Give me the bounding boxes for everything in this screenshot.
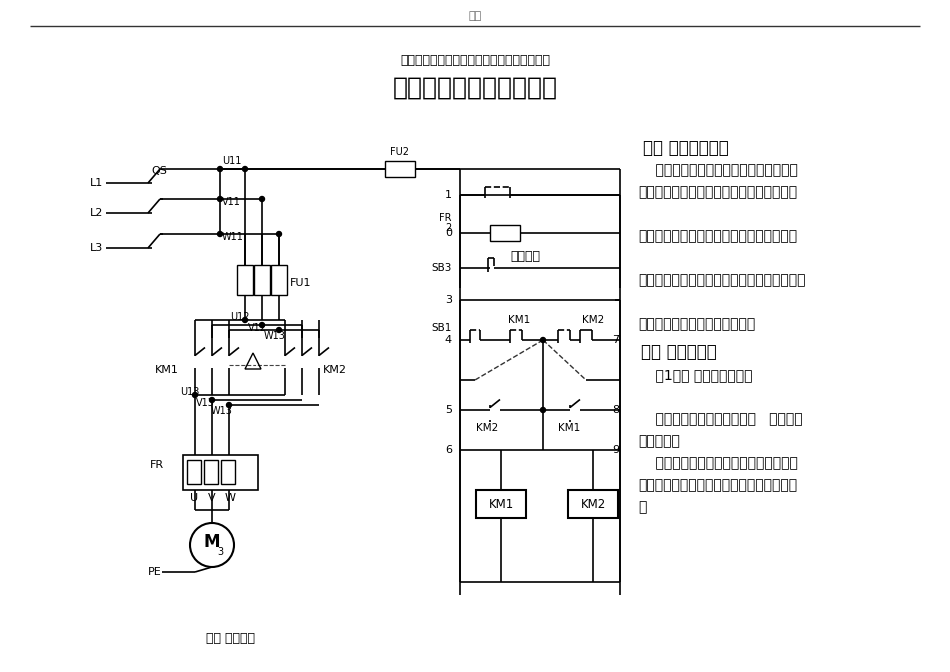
Bar bbox=[183, 455, 258, 490]
Text: 3: 3 bbox=[217, 547, 223, 557]
Text: QS: QS bbox=[151, 166, 167, 176]
Bar bbox=[204, 460, 218, 484]
Text: 起重机的上升与下掌握等场所。: 起重机的上升与下掌握等场所。 bbox=[638, 317, 755, 331]
Text: KM1: KM1 bbox=[488, 497, 514, 511]
Text: W11: W11 bbox=[222, 232, 244, 242]
Circle shape bbox=[276, 327, 281, 333]
Bar bbox=[271, 265, 287, 295]
Text: 专业 学问共享: 专业 学问共享 bbox=[205, 632, 255, 644]
Text: 1: 1 bbox=[445, 190, 452, 200]
Circle shape bbox=[226, 403, 232, 407]
Text: KM2: KM2 bbox=[323, 365, 347, 375]
Text: 7: 7 bbox=[612, 335, 619, 345]
Text: 3: 3 bbox=[445, 295, 452, 305]
Circle shape bbox=[242, 167, 248, 171]
Text: 0: 0 bbox=[445, 228, 452, 238]
Text: KM2: KM2 bbox=[582, 315, 604, 325]
Circle shape bbox=[541, 337, 545, 343]
Text: KM2: KM2 bbox=[580, 497, 606, 511]
Text: 双重联锁〔按钮、接触器〕正反转掌握电原图: 双重联锁〔按钮、接触器〕正反转掌握电原图 bbox=[400, 54, 550, 67]
Text: KM2: KM2 bbox=[476, 423, 498, 433]
Text: U11: U11 bbox=[222, 156, 241, 166]
Circle shape bbox=[218, 196, 222, 202]
Text: 电机双重联锁正反转掌握: 电机双重联锁正反转掌握 bbox=[392, 76, 558, 100]
Text: 是: 是 bbox=[638, 500, 646, 514]
Text: 6: 6 bbox=[445, 445, 452, 455]
Bar bbox=[221, 460, 235, 484]
Text: KM1: KM1 bbox=[508, 315, 530, 325]
Text: 实现联锁？: 实现联锁？ bbox=[638, 434, 680, 448]
Text: 紧急停顿: 紧急停顿 bbox=[510, 249, 540, 263]
Text: M: M bbox=[203, 533, 220, 551]
Text: FR: FR bbox=[150, 460, 164, 470]
Circle shape bbox=[259, 196, 264, 202]
Text: 〔1〕、 掌握功能分析：: 〔1〕、 掌握功能分析： bbox=[638, 368, 752, 382]
Bar bbox=[476, 490, 526, 518]
Text: W: W bbox=[225, 493, 236, 503]
Bar bbox=[385, 161, 415, 177]
Circle shape bbox=[276, 231, 281, 237]
Circle shape bbox=[242, 317, 248, 323]
Text: SB3: SB3 bbox=[431, 263, 452, 273]
Text: PE: PE bbox=[148, 567, 162, 577]
Bar bbox=[237, 265, 253, 295]
Text: 正反转掌握运用生产机械要求运动部件: 正反转掌握运用生产机械要求运动部件 bbox=[638, 163, 798, 177]
Text: V: V bbox=[208, 493, 216, 503]
Text: 8: 8 bbox=[612, 405, 619, 415]
Text: V11: V11 bbox=[222, 197, 241, 207]
Text: L3: L3 bbox=[90, 243, 104, 253]
Text: V13: V13 bbox=[196, 398, 215, 408]
Text: 9: 9 bbox=[612, 445, 619, 455]
Circle shape bbox=[218, 231, 222, 237]
Text: 2: 2 bbox=[446, 223, 452, 233]
Circle shape bbox=[259, 323, 264, 327]
Text: FU2: FU2 bbox=[390, 147, 409, 157]
Text: 台电机的前进与后退掌握；万能铣床主轴的: 台电机的前进与后退掌握；万能铣床主轴的 bbox=[638, 229, 797, 243]
Text: L1: L1 bbox=[90, 178, 104, 188]
Text: 4: 4 bbox=[445, 335, 452, 345]
Text: U12: U12 bbox=[230, 312, 250, 322]
Text: V12: V12 bbox=[248, 323, 267, 333]
Circle shape bbox=[190, 523, 234, 567]
Text: U: U bbox=[190, 493, 199, 503]
Text: L2: L2 bbox=[90, 208, 104, 218]
Text: FR: FR bbox=[440, 213, 452, 223]
Bar bbox=[568, 490, 618, 518]
Text: U13: U13 bbox=[180, 387, 200, 397]
Circle shape bbox=[193, 392, 198, 398]
Text: W13: W13 bbox=[211, 406, 233, 416]
Text: W13: W13 bbox=[264, 331, 286, 341]
Text: KM1: KM1 bbox=[558, 423, 580, 433]
Text: 正反转掌握；圆板机的辊子的正反转；电梯、: 正反转掌握；圆板机的辊子的正反转；电梯、 bbox=[638, 273, 806, 287]
Text: 怎样才能实现正反转掌握？   为什么要: 怎样才能实现正反转掌握？ 为什么要 bbox=[638, 412, 803, 426]
Text: FU1: FU1 bbox=[290, 278, 312, 288]
Text: 5: 5 bbox=[445, 405, 452, 415]
Circle shape bbox=[210, 398, 215, 403]
Text: 一、 线的运用场合: 一、 线的运用场合 bbox=[643, 139, 729, 157]
Circle shape bbox=[541, 407, 545, 413]
Circle shape bbox=[218, 167, 222, 171]
Text: SB1: SB1 bbox=[431, 323, 452, 333]
Bar bbox=[490, 225, 520, 241]
Text: 电机要实现正反转掌握：将其电源的相: 电机要实现正反转掌握：将其电源的相 bbox=[638, 456, 798, 470]
Bar bbox=[254, 265, 270, 295]
Bar bbox=[187, 460, 201, 484]
Text: 完善: 完善 bbox=[468, 11, 482, 21]
Text: 能向正反两个方向运动的场合。如机床工作: 能向正反两个方向运动的场合。如机床工作 bbox=[638, 185, 797, 199]
Text: KM1: KM1 bbox=[155, 365, 179, 375]
Text: 序中任意两相对调即可〔简称换相〕，通常: 序中任意两相对调即可〔简称换相〕，通常 bbox=[638, 478, 797, 492]
Text: 二、 掌握原分析: 二、 掌握原分析 bbox=[641, 343, 716, 361]
